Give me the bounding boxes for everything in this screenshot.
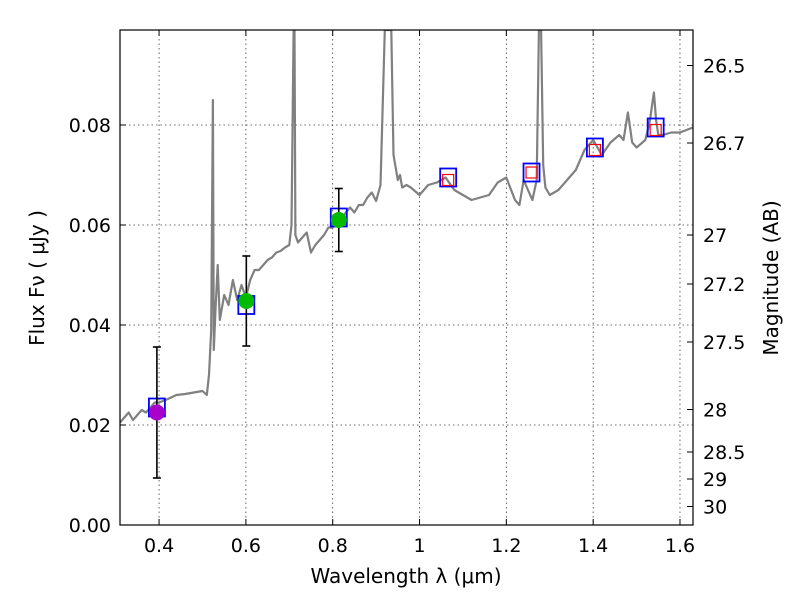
- observed-flux-point: [148, 404, 165, 421]
- observed-flux-point: [330, 212, 347, 228]
- photometry-square: [442, 173, 455, 187]
- x-tick-label: 0.8: [318, 535, 348, 557]
- x-tick-label: 1.4: [578, 535, 608, 557]
- photometry-square: [588, 143, 601, 157]
- y2-tick-label: 27: [703, 225, 727, 247]
- x-tick-label: 1.6: [665, 535, 695, 557]
- axes: 0.4 0.6 0.8 1 1.2 1.4 1.6 0.00 0.02 0.04 0.06 0.08 2…: [69, 30, 745, 557]
- y2-tick-label: 27.5: [703, 332, 745, 354]
- plot-frame: [119, 29, 694, 526]
- model-photometry-square: [439, 167, 458, 188]
- y2-tick-label: 27.2: [703, 274, 745, 296]
- sed-model-line: [120, 30, 693, 424]
- y2-axis-label: Magnitude (AB): [759, 200, 783, 355]
- photometry-square: [649, 123, 662, 137]
- y2-tick-label: 26.5: [703, 56, 745, 78]
- plot-area: [120, 30, 693, 479]
- x-tick-label: 1: [413, 535, 425, 557]
- observed-flux-point: [238, 293, 255, 309]
- y-tick-label: 0.06: [69, 215, 111, 237]
- grid: [120, 30, 693, 526]
- y2-tick-label: 30: [703, 497, 727, 519]
- y-tick-label: 0.00: [69, 515, 111, 537]
- y2-tick-label: 26.7: [703, 133, 745, 155]
- x-tick-label: 0.4: [144, 535, 174, 557]
- x-axis-label: Wavelength λ (μm): [310, 564, 501, 588]
- photometry-square: [525, 166, 538, 179]
- model-photometry-square: [522, 162, 541, 183]
- y2-tick-label: 28.5: [703, 442, 745, 464]
- y-tick-label: 0.04: [69, 315, 111, 337]
- model-photometry-square: [585, 137, 604, 158]
- y-axis-label: Flux Fν ( μJy ): [25, 210, 49, 346]
- x-tick-label: 1.2: [491, 535, 521, 557]
- x-tick-label: 0.6: [231, 535, 261, 557]
- model-photometry-square: [646, 117, 665, 138]
- y2-tick-label: 29: [703, 469, 727, 491]
- y2-tick-label: 28: [703, 400, 727, 422]
- y-tick-label: 0.02: [69, 415, 111, 437]
- y-tick-label: 0.08: [69, 115, 111, 137]
